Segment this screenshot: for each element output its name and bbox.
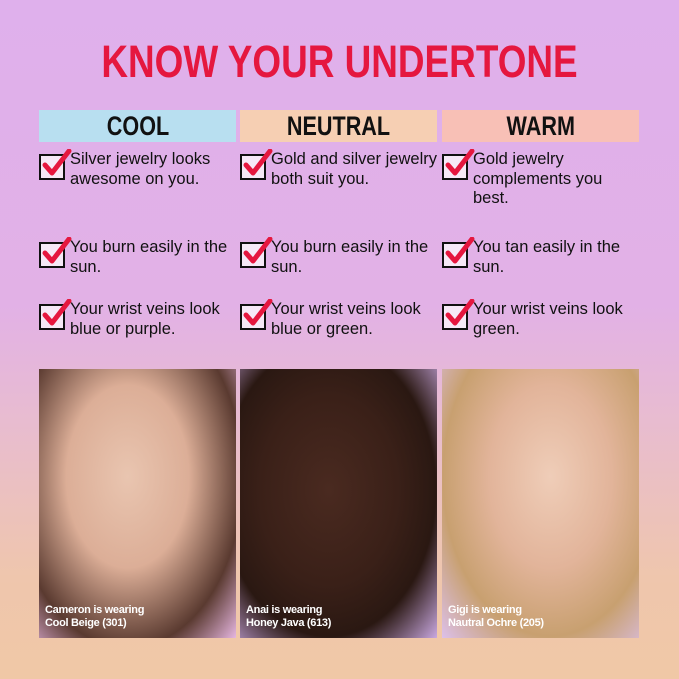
item-text: Gold jewelry complements you best. (473, 150, 603, 207)
caption-line: Cameron is wearing (45, 604, 145, 616)
heading-text: WARM (506, 111, 575, 141)
checked-box-icon (442, 299, 475, 330)
checked-box-icon (39, 299, 72, 330)
checklist-item: Your wrist veins look green. (442, 299, 639, 339)
checklist-item: Silver jewelry looks awesome on you. (39, 149, 236, 189)
heading-text: NEUTRAL (286, 111, 391, 141)
model-photo: Cameron is wearing Cool Beige (301) (39, 369, 236, 638)
checklist-item: Gold and silver jewelry both suit you. (240, 149, 437, 189)
item-text: Gold and silver jewelry both suit you. (271, 150, 437, 188)
column-heading: WARM (442, 110, 639, 142)
checklist-item: You burn easily in the sun. (240, 237, 437, 277)
heading-text: COOL (106, 111, 169, 141)
checked-box-icon (442, 149, 475, 180)
model-photo: Anai is wearing Honey Java (613) (240, 369, 437, 638)
column-heading: NEUTRAL (240, 110, 437, 142)
checklist-item: You tan easily in the sun. (442, 237, 639, 277)
checked-box-icon (39, 237, 72, 268)
checklist-item: Your wrist veins look blue or purple. (39, 299, 236, 339)
item-text: Silver jewelry looks awesome on you. (70, 150, 211, 188)
checked-box-icon (39, 149, 72, 180)
caption-line: Gigi is wearing (448, 604, 522, 616)
shade-name: Honey Java (613) (246, 617, 332, 629)
page-title: KNOW YOUR UNDERTONE (101, 36, 578, 87)
shade-name: Cool Beige (301) (45, 617, 127, 629)
photo-caption: Gigi is wearing Nautral Ochre (205) (448, 604, 544, 630)
checked-box-icon (240, 237, 273, 268)
checklist-item: Gold jewelry complements you best. (442, 149, 639, 209)
checked-box-icon (240, 149, 273, 180)
column-cool: COOL Silver jewelry looks awesome on you.… (39, 110, 236, 338)
column-heading: COOL (39, 110, 236, 142)
column-warm: WARM Gold jewelry complements you best. Yo… (442, 110, 639, 338)
checked-box-icon (442, 237, 475, 268)
item-text: You tan easily in the sun. (473, 238, 621, 276)
column-neutral: NEUTRAL Gold and silver jewelry both suit… (240, 110, 437, 338)
photo-caption: Cameron is wearing Cool Beige (301) (45, 604, 144, 630)
item-text: Your wrist veins look green. (473, 300, 623, 338)
checked-box-icon (240, 299, 273, 330)
model-photo: Gigi is wearing Nautral Ochre (205) (442, 369, 639, 638)
item-text: Your wrist veins look blue or green. (271, 300, 421, 338)
shade-name: Nautral Ochre (205) (448, 617, 544, 629)
item-text: You burn easily in the sun. (271, 238, 429, 276)
caption-line: Anai is wearing (246, 604, 323, 616)
item-text: You burn easily in the sun. (70, 238, 228, 276)
checklist-item: Your wrist veins look blue or green. (240, 299, 437, 339)
item-text: Your wrist veins look blue or purple. (70, 300, 220, 338)
photo-caption: Anai is wearing Honey Java (613) (246, 604, 331, 630)
checklist-item: You burn easily in the sun. (39, 237, 236, 277)
